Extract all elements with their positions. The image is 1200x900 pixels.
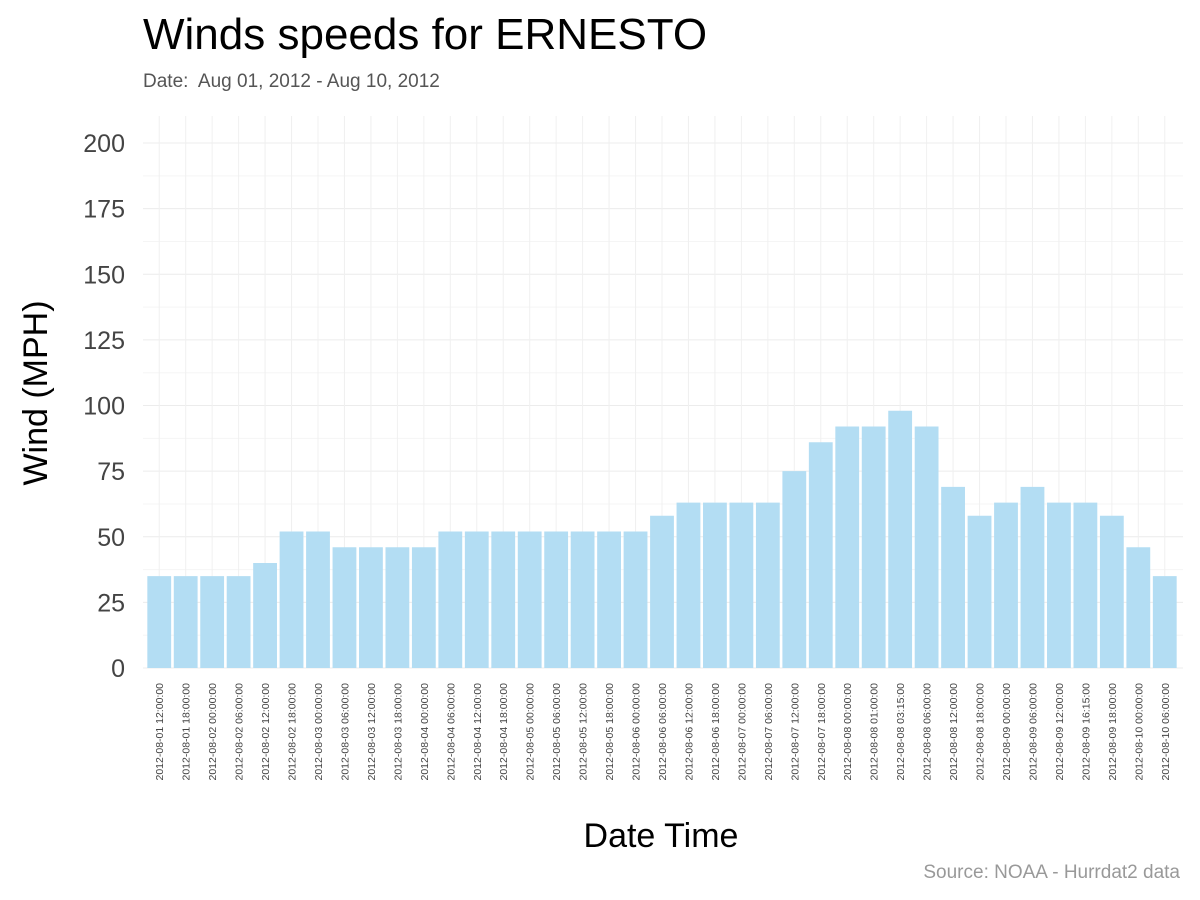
bar xyxy=(755,502,780,668)
bar xyxy=(835,426,860,668)
bar xyxy=(517,531,542,668)
x-tick-label: 2012-08-09 18:00:00 xyxy=(1107,683,1119,781)
x-tick-label: 2012-08-06 06:00:00 xyxy=(657,683,669,781)
bar xyxy=(1047,502,1071,668)
x-tick-label: 2012-08-05 12:00:00 xyxy=(578,683,590,781)
y-tick-label: 50 xyxy=(97,524,125,552)
bar xyxy=(808,442,833,668)
x-tick-label: 2012-08-08 01:00:00 xyxy=(869,683,881,781)
bar xyxy=(861,426,886,668)
x-tick-label: 2012-08-07 12:00:00 xyxy=(789,683,801,781)
bar xyxy=(703,502,727,668)
x-tick-label: 2012-08-02 06:00:00 xyxy=(234,683,246,781)
y-tick-label: 175 xyxy=(83,196,125,224)
bar xyxy=(1126,547,1151,668)
x-tick-label: 2012-08-06 12:00:00 xyxy=(683,683,695,781)
y-tick-label: 125 xyxy=(83,327,125,355)
x-tick-label: 2012-08-02 00:00:00 xyxy=(207,683,219,781)
bar xyxy=(200,576,225,668)
x-tick-label: 2012-08-02 12:00:00 xyxy=(260,683,272,781)
bar xyxy=(570,531,595,668)
x-tick-label: 2012-08-08 12:00:00 xyxy=(948,683,960,781)
x-tick-label: 2012-08-01 12:00:00 xyxy=(154,683,166,781)
bar xyxy=(650,515,674,668)
bar xyxy=(1152,576,1177,668)
bar xyxy=(544,531,569,668)
x-tick-label: 2012-08-03 00:00:00 xyxy=(313,683,325,781)
bar xyxy=(306,531,330,668)
y-tick-label: 100 xyxy=(83,393,125,421)
y-tick-label: 200 xyxy=(83,130,125,158)
bar xyxy=(279,531,304,668)
bar xyxy=(253,563,277,668)
bar xyxy=(941,486,965,668)
bar xyxy=(597,531,621,668)
y-tick-label: 75 xyxy=(97,458,125,486)
x-tick-label: 2012-08-09 12:00:00 xyxy=(1054,683,1066,781)
x-tick-label: 2012-08-04 18:00:00 xyxy=(498,683,510,781)
x-tick-label: 2012-08-04 00:00:00 xyxy=(419,683,431,781)
bar xyxy=(226,576,251,668)
bar xyxy=(888,410,913,668)
x-tick-label: 2012-08-07 00:00:00 xyxy=(736,683,748,781)
x-tick-label: 2012-08-05 18:00:00 xyxy=(604,683,616,781)
x-tick-label: 2012-08-09 16:15:00 xyxy=(1080,683,1092,781)
x-tick-label: 2012-08-01 18:00:00 xyxy=(181,683,193,781)
x-tick-label: 2012-08-07 06:00:00 xyxy=(763,683,775,781)
bar xyxy=(359,547,383,668)
bar xyxy=(729,502,754,668)
bar xyxy=(623,531,648,668)
chart-subtitle: Date: Aug 01, 2012 - Aug 10, 2012 xyxy=(143,71,440,92)
bar xyxy=(1073,502,1098,668)
y-axis-ticks: 0 25 50 75 100 125 150 175 200 xyxy=(83,130,125,683)
bars xyxy=(147,410,1177,668)
y-tick-label: 25 xyxy=(97,589,125,617)
x-tick-label: 2012-08-08 03:15:00 xyxy=(895,683,907,781)
x-tick-label: 2012-08-08 00:00:00 xyxy=(842,683,854,781)
x-tick-label: 2012-08-05 06:00:00 xyxy=(551,683,563,781)
bar xyxy=(1099,515,1124,668)
bar xyxy=(782,471,807,668)
x-tick-label: 2012-08-06 00:00:00 xyxy=(631,683,643,781)
bar xyxy=(994,502,1018,668)
x-tick-label: 2012-08-10 00:00:00 xyxy=(1133,683,1145,781)
x-tick-label: 2012-08-08 06:00:00 xyxy=(922,683,934,781)
bar xyxy=(411,547,436,668)
bar xyxy=(676,502,701,668)
x-tick-label: 2012-08-06 18:00:00 xyxy=(710,683,722,781)
source-caption: Source: NOAA - Hurrdat2 data xyxy=(923,862,1180,883)
chart-title: Winds speeds for ERNESTO xyxy=(143,10,708,59)
x-tick-label: 2012-08-08 18:00:00 xyxy=(975,683,987,781)
x-tick-label: 2012-08-04 12:00:00 xyxy=(472,683,484,781)
bar xyxy=(914,426,939,668)
bar xyxy=(967,515,992,668)
x-tick-label: 2012-08-07 18:00:00 xyxy=(816,683,828,781)
y-tick-label: 0 xyxy=(111,655,125,683)
bar xyxy=(1020,486,1045,668)
bar xyxy=(332,547,357,668)
bar xyxy=(438,531,463,668)
bar xyxy=(147,576,172,668)
x-axis-ticks: 2012-08-01 12:00:00 2012-08-01 18:00:00 20… xyxy=(154,683,1172,781)
x-tick-label: 2012-08-04 06:00:00 xyxy=(445,683,457,781)
bar xyxy=(491,531,516,668)
y-axis-title: Wind (MPH) xyxy=(17,300,55,485)
x-tick-label: 2012-08-09 00:00:00 xyxy=(1001,683,1013,781)
x-tick-label: 2012-08-03 06:00:00 xyxy=(339,683,351,781)
y-tick-label: 150 xyxy=(83,261,125,289)
bar xyxy=(385,547,410,668)
bar xyxy=(173,576,198,668)
x-tick-label: 2012-08-10 06:00:00 xyxy=(1160,683,1172,781)
x-tick-label: 2012-08-05 00:00:00 xyxy=(525,683,537,781)
x-tick-label: 2012-08-09 06:00:00 xyxy=(1027,683,1039,781)
x-axis-title: Date Time xyxy=(584,817,739,855)
x-tick-label: 2012-08-02 18:00:00 xyxy=(287,683,299,781)
x-tick-label: 2012-08-03 18:00:00 xyxy=(392,683,404,781)
x-tick-label: 2012-08-03 12:00:00 xyxy=(366,683,378,781)
bar xyxy=(464,531,489,668)
